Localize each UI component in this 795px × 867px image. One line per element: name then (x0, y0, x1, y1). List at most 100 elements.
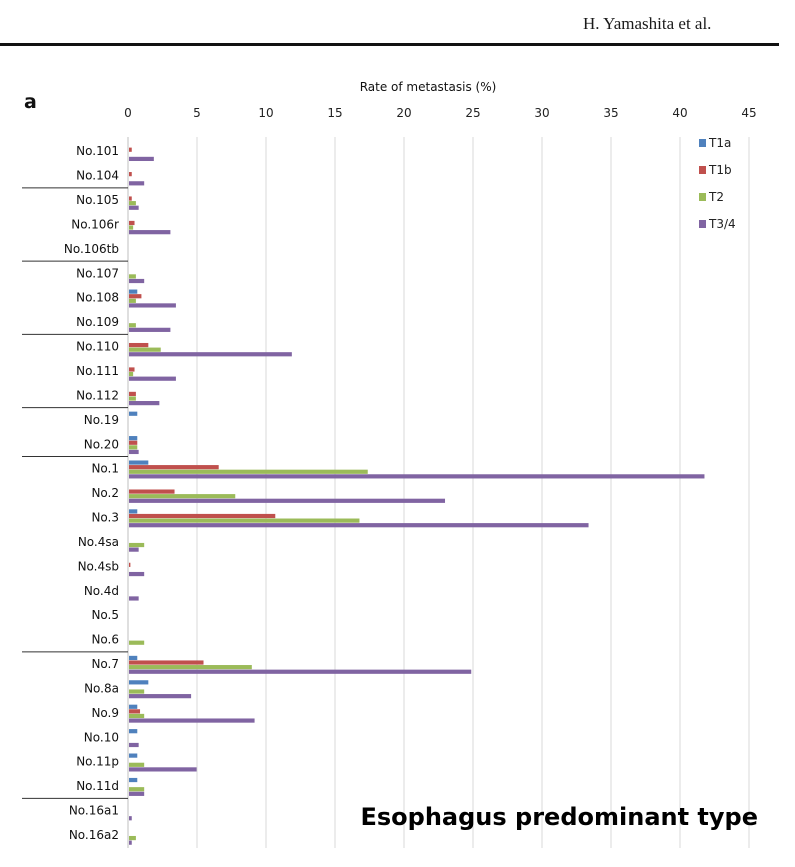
category-label: No.7 (91, 657, 119, 671)
bar-t2-no105 (129, 201, 136, 206)
category-label: No.16a1 (69, 804, 119, 818)
bar-t1a-no10 (129, 729, 138, 734)
category-label: No.110 (76, 340, 119, 354)
bar-t2-no107 (129, 274, 136, 279)
bar-t2-no108 (129, 298, 136, 303)
category-label: No.9 (91, 706, 119, 720)
bar-t3-4-no101 (129, 156, 154, 162)
bar-t2-no8a (129, 689, 145, 694)
bar-t3-4-no108 (129, 303, 176, 308)
bar-t1b-no108 (129, 294, 142, 299)
bar-t3-4-no105 (129, 205, 139, 210)
bar-t3-4-no3 (129, 523, 589, 528)
bar-t3-4-no7 (129, 669, 472, 674)
category-label: No.3 (91, 511, 119, 525)
bar-t1b-no9 (129, 709, 141, 714)
chart-annotation: Esophagus predominant type (361, 803, 759, 831)
category-label: No.2 (91, 486, 119, 500)
legend-label: T1a (708, 136, 731, 150)
bar-t2-no109 (129, 323, 136, 328)
bar-t2-no9 (129, 713, 145, 719)
x-axis-title: Rate of metastasis (%) (360, 80, 497, 94)
group-separators (22, 187, 128, 799)
category-label: No.109 (76, 315, 119, 329)
bar-t2-no11d (129, 787, 145, 792)
bar-t2-no16a2 (129, 835, 136, 841)
panel-label: a (24, 91, 37, 113)
bar-t2-no111 (129, 371, 134, 377)
bar-t3-4-no8a (129, 694, 192, 699)
bar-t3-4-no10 (129, 742, 139, 748)
category-label: No.11d (76, 779, 119, 793)
bar-t1b-no105 (129, 196, 132, 201)
category-label: No.105 (76, 193, 119, 207)
bar-t2-no106r (129, 225, 134, 230)
bar-t3-4-no16a1 (129, 816, 132, 821)
category-label: No.111 (76, 364, 119, 378)
category-label: No.20 (84, 437, 119, 451)
category-label: No.5 (91, 608, 119, 622)
bar-t2-no2 (129, 494, 236, 499)
legend-swatch (699, 220, 706, 228)
bar-t3-4-no109 (129, 327, 171, 332)
bar-t1b-no104 (129, 172, 132, 177)
bar-t3-4-no4sa (129, 547, 139, 552)
category-label: No.8a (84, 681, 119, 695)
legend-label: T3/4 (708, 217, 736, 231)
bar-t3-4-no2 (129, 498, 446, 503)
bar-t2-no4sa (129, 542, 145, 548)
category-label: No.16a2 (69, 828, 119, 842)
bar-t2-no112 (129, 396, 136, 401)
grid-layer (127, 137, 750, 848)
x-tick-label: 15 (327, 106, 342, 120)
bar-t2-no3 (129, 518, 360, 523)
x-tick-label: 5 (193, 106, 201, 120)
running-header-author: H. Yamashita et al. (583, 14, 712, 33)
legend-swatch (699, 166, 706, 174)
category-label: No.1 (91, 462, 119, 476)
bar-t1a-no3 (129, 509, 138, 514)
bar-t1b-no1 (129, 465, 219, 470)
bar-t2-no6 (129, 640, 145, 645)
bar-t1a-no108 (129, 289, 138, 294)
category-label: No.4d (84, 584, 119, 598)
legend-label: T2 (708, 190, 724, 204)
category-label: No.10 (84, 730, 119, 744)
bar-t1a-no20 (129, 436, 138, 441)
x-tick-label: 10 (258, 106, 273, 120)
category-label: No.4sa (78, 535, 119, 549)
x-tick-label: 45 (741, 106, 756, 120)
bar-t3-4-no1 (129, 474, 705, 479)
bar-t1b-no4sb (129, 562, 131, 567)
bar-t3-4-no4sb (129, 571, 145, 577)
bar-t3-4-no112 (129, 401, 160, 406)
x-tick-label: 20 (396, 106, 411, 120)
category-label: No.107 (76, 266, 119, 280)
category-label: No.6 (91, 633, 119, 647)
category-label: No.104 (76, 169, 119, 183)
bar-t2-no110 (129, 347, 161, 352)
bar-t3-4-no111 (129, 376, 176, 381)
bar-t1a-no1 (129, 460, 149, 465)
category-label: No.4sb (78, 559, 119, 573)
legend: T1a T1b T2 T3/4 (699, 136, 736, 231)
bar-t2-no1 (129, 469, 368, 474)
bars (129, 147, 705, 845)
bar-t2-no11p (129, 762, 145, 767)
bar-t2-no20 (129, 445, 138, 450)
category-label: No.108 (76, 291, 119, 305)
bar-t3-4-no11d (129, 791, 145, 796)
category-label: No.106r (71, 217, 119, 231)
bar-t1a-no11p (129, 753, 138, 758)
bar-t1a-no11d (129, 777, 138, 783)
bar-t3-4-no16a2 (129, 840, 132, 845)
bar-t1b-no2 (129, 489, 175, 494)
category-label: No.101 (76, 144, 119, 158)
legend-swatch (699, 193, 706, 201)
bar-t1b-no101 (129, 147, 132, 152)
category-label: No.11p (76, 755, 119, 769)
bar-t1b-no20 (129, 440, 138, 445)
x-tick-label: 30 (534, 106, 549, 120)
bar-t1b-no7 (129, 660, 204, 665)
